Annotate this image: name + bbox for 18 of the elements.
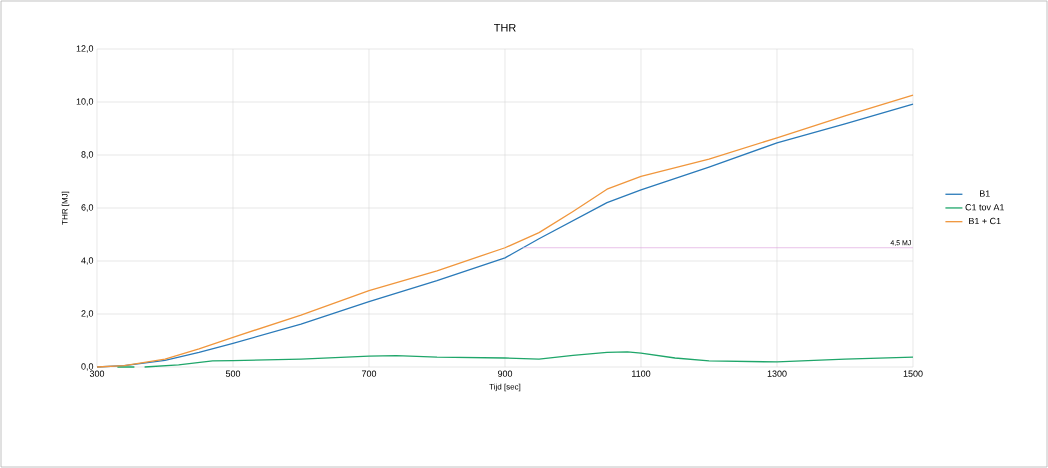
y-tick-label: 0,0 [81,363,94,371]
x-tick-label: 700 [361,370,377,377]
y-tick-label: 8,0 [81,151,94,159]
chart-title: THR [493,23,516,32]
y-tick-label: 10,0 [76,98,94,106]
legend-label: C1 tov A1 [965,204,1004,211]
x-tick-label: 900 [497,370,513,377]
x-tick-label: 1300 [767,370,787,377]
x-tick-label: 500 [225,370,241,377]
legend-label: B1 + C1 [969,217,1001,225]
x-tick-label: 1500 [903,370,923,377]
y-tick-label: 4,0 [81,257,94,265]
y-tick-label: 6,0 [81,204,94,212]
x-tick-label: 1100 [632,370,651,377]
y-tick-label: 12,0 [76,45,94,53]
x-tick-label: 300 [89,370,105,377]
y-tick-label: 2,0 [81,310,94,318]
legend-label: B1 [980,190,990,197]
